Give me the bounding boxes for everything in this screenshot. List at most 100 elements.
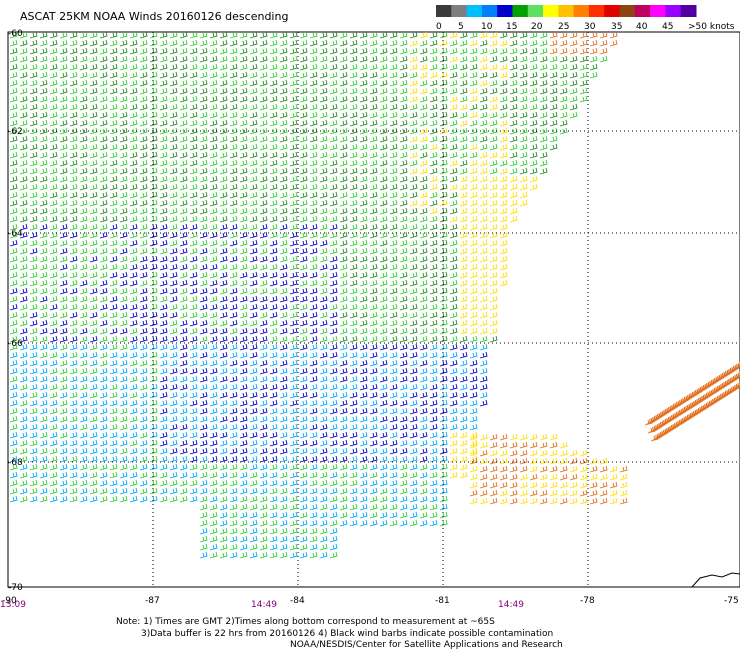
wind-barb — [79, 79, 88, 87]
wind-barb — [39, 207, 48, 215]
wind-barb — [309, 399, 318, 407]
wind-barb — [109, 303, 118, 311]
wind-barb — [129, 407, 138, 415]
wind-barb — [389, 239, 398, 247]
wind-barb — [269, 207, 278, 215]
wind-barb — [119, 471, 128, 479]
wind-barb — [99, 359, 108, 367]
wind-barb — [239, 423, 248, 431]
wind-barb — [169, 183, 178, 191]
wind-barb — [469, 489, 478, 497]
wind-barb — [159, 471, 168, 479]
time-label: 14:49 — [251, 600, 277, 610]
wind-barb — [309, 463, 318, 471]
wind-barb — [179, 327, 188, 335]
wind-barb — [359, 287, 368, 295]
wind-barb — [539, 481, 548, 489]
wind-barb — [39, 471, 48, 479]
wind-barb — [379, 519, 388, 527]
wind-barb — [239, 207, 248, 215]
wind-barb — [9, 423, 18, 431]
wind-barb — [159, 487, 168, 495]
wind-barb — [79, 383, 88, 391]
wind-barb — [79, 439, 88, 447]
wind-barb — [599, 497, 608, 505]
wind-barb — [439, 47, 448, 55]
wind-barb — [509, 207, 518, 215]
wind-barb — [449, 439, 458, 447]
wind-barb — [129, 231, 138, 239]
wind-barb — [449, 103, 458, 111]
wind-barb — [169, 479, 178, 487]
wind-barb — [189, 463, 198, 471]
wind-barb — [459, 255, 468, 263]
wind-barb — [369, 63, 378, 71]
wind-barb — [249, 71, 258, 79]
wind-barb — [109, 215, 118, 223]
wind-barb — [489, 87, 498, 95]
wind-barb — [99, 303, 108, 311]
wind-barb — [19, 287, 28, 295]
wind-barb — [439, 327, 448, 335]
wind-barb — [189, 471, 198, 479]
wind-barb — [169, 263, 178, 271]
wind-barb — [369, 127, 378, 135]
wind-barb — [529, 457, 538, 465]
wind-barb — [409, 335, 418, 343]
wind-barb — [239, 287, 248, 295]
wind-barb — [519, 71, 528, 79]
wind-barb — [379, 447, 388, 455]
wind-barb — [159, 455, 168, 463]
wind-barb — [549, 95, 558, 103]
wind-barb — [39, 423, 48, 431]
wind-barb — [479, 449, 488, 457]
wind-barb — [339, 199, 348, 207]
wind-barb — [119, 223, 128, 231]
wind-barb — [49, 399, 58, 407]
wind-barb — [549, 465, 558, 473]
wind-barb — [399, 87, 408, 95]
wind-barb — [189, 399, 198, 407]
wind-barb — [319, 47, 328, 55]
wind-barb — [99, 159, 108, 167]
wind-barb — [289, 447, 298, 455]
wind-barb — [279, 359, 288, 367]
wind-barb — [589, 47, 598, 55]
wind-barb — [319, 447, 328, 455]
wind-barb — [469, 391, 478, 399]
wind-barb — [449, 87, 458, 95]
wind-barb — [489, 151, 498, 159]
wind-barb — [339, 343, 348, 351]
wind-barb — [9, 119, 18, 127]
wind-barb — [279, 79, 288, 87]
wind-barb — [309, 111, 318, 119]
wind-barb — [399, 191, 408, 199]
wind-barb — [269, 527, 278, 535]
wind-barb — [229, 95, 238, 103]
wind-barb — [209, 519, 218, 527]
wind-barb — [119, 287, 128, 295]
wind-barb — [439, 215, 448, 223]
wind-barb — [469, 143, 478, 151]
wind-barb — [149, 327, 158, 335]
wind-barb — [199, 391, 208, 399]
wind-barb — [479, 263, 488, 271]
legend-swatch — [512, 5, 529, 17]
wind-barb — [329, 487, 338, 495]
wind-barb — [309, 519, 318, 527]
wind-barb — [79, 63, 88, 71]
wind-barb — [89, 295, 98, 303]
wind-barb — [309, 279, 318, 287]
wind-barb — [209, 151, 218, 159]
wind-barb — [19, 143, 28, 151]
wind-barb — [399, 463, 408, 471]
wind-barb — [579, 55, 588, 63]
wind-barb — [39, 55, 48, 63]
wind-barb — [249, 495, 258, 503]
wind-barb — [169, 199, 178, 207]
wind-barb — [199, 335, 208, 343]
wind-barb — [49, 439, 58, 447]
wind-barb — [509, 497, 518, 505]
wind-barb — [219, 327, 228, 335]
wind-barb — [279, 383, 288, 391]
